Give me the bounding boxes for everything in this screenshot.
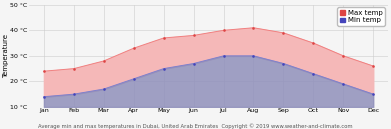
Point <box>71 68 77 70</box>
Point <box>310 73 316 75</box>
Point <box>340 55 346 57</box>
Point <box>280 32 287 34</box>
Point <box>131 47 137 49</box>
Point <box>250 27 256 29</box>
Point <box>250 55 256 57</box>
Point <box>131 78 137 80</box>
Point <box>280 62 287 64</box>
Point <box>100 88 107 90</box>
Point <box>310 42 316 44</box>
Point <box>41 96 47 98</box>
Point <box>370 65 377 67</box>
Point <box>221 29 227 31</box>
Legend: Max temp, Min temp: Max temp, Min temp <box>337 7 385 26</box>
Point <box>41 70 47 72</box>
Y-axis label: Temperature: Temperature <box>3 34 9 78</box>
Point <box>161 37 167 39</box>
Point <box>190 34 197 37</box>
Point <box>221 55 227 57</box>
Point <box>71 93 77 95</box>
Text: Average min and max temperatures in Dubai, United Arab Emirates  Copyright © 201: Average min and max temperatures in Duba… <box>38 123 353 129</box>
Point <box>190 62 197 64</box>
Point <box>370 93 377 95</box>
Point <box>100 60 107 62</box>
Point <box>340 83 346 85</box>
Point <box>161 68 167 70</box>
